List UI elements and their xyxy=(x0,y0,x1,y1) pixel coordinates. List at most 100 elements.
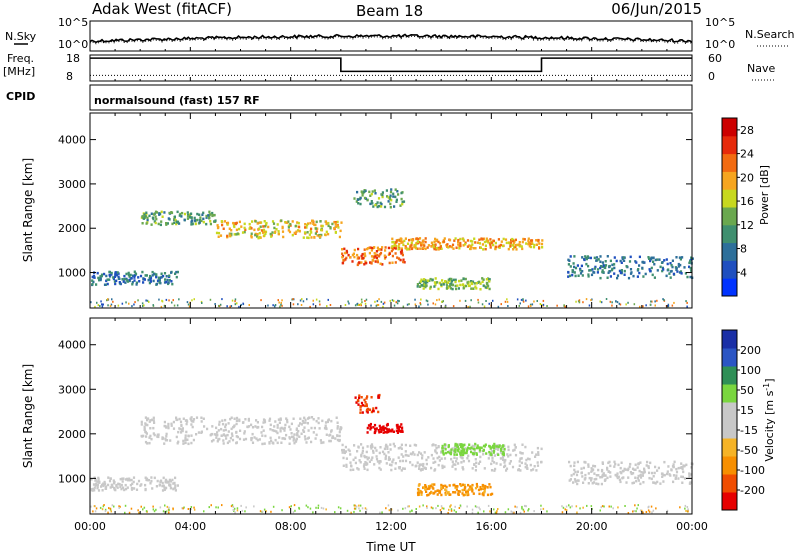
echo-cell xyxy=(591,298,593,301)
echo-cell xyxy=(205,216,208,219)
echo-cell xyxy=(222,429,225,432)
colorbar-frame xyxy=(721,329,738,511)
echo-cell xyxy=(360,190,363,193)
echo-cell xyxy=(340,426,343,430)
echo-cell xyxy=(251,220,254,223)
echo-cell xyxy=(576,479,579,482)
echo-cell xyxy=(100,300,102,303)
echo-cell xyxy=(209,298,212,301)
echo-cell xyxy=(617,475,620,479)
echo-cell xyxy=(465,284,468,288)
echo-cell xyxy=(269,436,272,440)
echo-cell xyxy=(359,408,362,411)
echo-cell xyxy=(255,419,258,422)
y-tick-label: 2000 xyxy=(58,428,86,441)
echo-cell xyxy=(487,504,490,507)
echo-cell xyxy=(488,444,491,448)
colorbar-tick-label: 16 xyxy=(740,195,754,208)
nsky-lo: 10^0 xyxy=(58,38,88,51)
echo-cell xyxy=(158,279,161,282)
echo-cell xyxy=(685,300,687,303)
echo-cell xyxy=(192,418,196,421)
echo-cell xyxy=(337,506,340,509)
echo-cell xyxy=(172,482,175,485)
echo-cell xyxy=(661,475,664,478)
echo-cell xyxy=(513,448,516,452)
echo-cell xyxy=(94,510,97,513)
echo-cell xyxy=(363,196,367,200)
echo-cell xyxy=(361,411,364,414)
echo-cell xyxy=(193,508,196,511)
echo-cell xyxy=(106,278,109,281)
echo-cell xyxy=(370,396,373,399)
echo-cell xyxy=(118,505,120,508)
echo-cell xyxy=(617,463,620,467)
echo-cell xyxy=(282,427,285,430)
echo-cell xyxy=(390,246,393,249)
echo-cell xyxy=(586,504,588,507)
echo-cell xyxy=(362,465,366,468)
echo-cell xyxy=(363,467,366,470)
echo-cell xyxy=(273,425,276,428)
echo-cell xyxy=(334,437,337,440)
echo-cell xyxy=(149,274,152,278)
echo-cell xyxy=(333,220,336,224)
echo-cell xyxy=(297,424,300,427)
echo-cell xyxy=(163,442,166,445)
echo-cell xyxy=(403,467,406,470)
echo-cell xyxy=(357,202,360,205)
echo-cell xyxy=(110,271,113,275)
echo-cell xyxy=(227,422,230,425)
echo-cell xyxy=(590,505,593,508)
echo-cell xyxy=(168,506,170,509)
echo-cell xyxy=(271,220,275,223)
echo-cell xyxy=(669,474,672,477)
echo-cell xyxy=(387,451,390,454)
echo-cell xyxy=(470,287,473,290)
echo-cell xyxy=(292,439,295,442)
echo-cell xyxy=(372,409,375,413)
echo-cell xyxy=(440,457,443,460)
echo-cell xyxy=(218,304,220,307)
echo-cell xyxy=(462,287,465,290)
echo-cell xyxy=(230,427,233,431)
echo-cell xyxy=(172,487,175,491)
echo-cell xyxy=(371,246,374,250)
echo-cell xyxy=(418,237,422,240)
echo-cell xyxy=(596,271,599,274)
echo-cell xyxy=(366,462,369,466)
y-tick-label: 4000 xyxy=(58,339,86,352)
echo-cell xyxy=(564,305,566,308)
echo-cell xyxy=(168,478,171,482)
echo-cell xyxy=(387,458,390,461)
echo-cell xyxy=(200,416,203,419)
echo-cell xyxy=(497,444,500,447)
echo-cell xyxy=(236,507,239,510)
echo-cell xyxy=(261,510,264,513)
echo-cell xyxy=(676,270,679,273)
echo-cell xyxy=(521,443,524,446)
echo-cell xyxy=(141,302,144,305)
echo-cell xyxy=(391,240,394,244)
echo-cell xyxy=(233,233,236,236)
echo-cell xyxy=(184,441,187,445)
echo-cell xyxy=(517,243,520,246)
echo-cell xyxy=(226,234,229,238)
echo-cell xyxy=(627,467,630,471)
echo-cell xyxy=(478,450,481,453)
echo-cell xyxy=(514,446,517,449)
echo-cell xyxy=(294,440,298,443)
echo-cell xyxy=(365,450,368,454)
echo-cell xyxy=(457,243,460,246)
echo-cell xyxy=(521,452,524,455)
echo-cell xyxy=(368,251,371,255)
echo-cell xyxy=(613,263,616,266)
echo-cell xyxy=(217,429,220,432)
echo-cell xyxy=(290,422,293,426)
echo-cell xyxy=(485,237,488,240)
echo-cell xyxy=(93,489,96,492)
echo-cell xyxy=(414,444,418,447)
echo-cell xyxy=(609,259,612,263)
echo-cell xyxy=(186,301,189,304)
echo-cell xyxy=(146,423,149,427)
